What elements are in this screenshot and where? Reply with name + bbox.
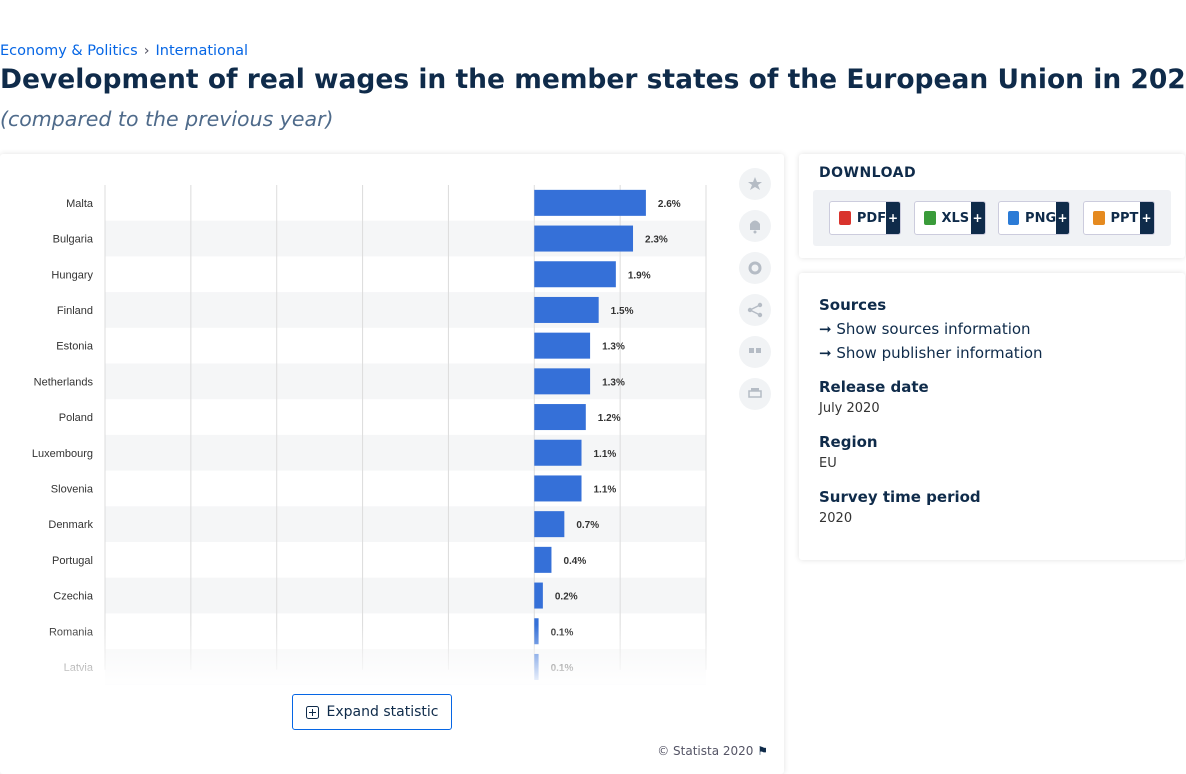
download-label: PPT — [1110, 210, 1139, 226]
download-plus: + — [970, 202, 985, 234]
download-button[interactable]: PNG + — [998, 201, 1070, 235]
category-label: Estonia — [56, 341, 94, 353]
download-plus: + — [1139, 202, 1154, 234]
value-label: 1.2% — [598, 413, 621, 424]
bar — [534, 225, 634, 252]
row-band — [105, 506, 706, 542]
settings-button[interactable] — [739, 252, 771, 284]
page-title: Development of real wages in the member … — [0, 64, 1186, 95]
value-label: 2.3% — [645, 235, 668, 246]
breadcrumb-separator: › — [143, 43, 150, 59]
value-label: 1.5% — [611, 306, 634, 317]
value-label: 0.4% — [563, 556, 586, 567]
category-label: Czechia — [53, 591, 94, 603]
publisher-link[interactable]: ➞ Show publisher information — [819, 344, 1043, 362]
tool-sidebar — [739, 168, 771, 410]
download-label: PDF — [856, 210, 887, 226]
info-value: 2020 — [819, 511, 853, 526]
value-label: 2.6% — [658, 199, 681, 210]
info-label: Survey time period — [819, 488, 981, 506]
copyright-text: © Statista 2020 — [657, 744, 754, 758]
bar — [534, 332, 591, 359]
bar — [534, 296, 599, 323]
fade-overlay — [0, 624, 720, 685]
category-label: Finland — [57, 305, 93, 317]
category-label: Denmark — [48, 519, 93, 531]
value-label: 0.2% — [555, 592, 578, 603]
download-label: XLS — [941, 210, 970, 226]
row-band — [105, 292, 706, 328]
favorite-button[interactable] — [739, 168, 771, 200]
download-button[interactable]: PDF + — [829, 201, 901, 235]
value-label: 0.7% — [576, 520, 599, 531]
category-label: Slovenia — [51, 483, 94, 495]
print-button[interactable] — [739, 378, 771, 410]
copyright: © Statista 2020 ⚑ — [657, 744, 768, 758]
cite-button[interactable] — [739, 336, 771, 368]
file-icon — [839, 211, 851, 225]
row-band — [105, 363, 706, 400]
download-label: PNG — [1025, 210, 1057, 226]
info-value: EU — [819, 456, 837, 471]
info-label: Release date — [819, 378, 929, 396]
subtitle: (compared to the previous year) — [0, 107, 334, 131]
category-label: Malta — [66, 198, 94, 210]
value-label: 1.3% — [602, 342, 625, 353]
bar — [534, 511, 565, 538]
bar — [534, 546, 552, 573]
breadcrumb: Economy & Politics › International — [0, 43, 248, 59]
bar — [534, 582, 543, 609]
value-label: 1.3% — [602, 377, 625, 388]
category-label: Poland — [59, 412, 93, 424]
value-label: 1.9% — [628, 270, 651, 281]
bar — [534, 439, 582, 466]
download-plus: + — [1056, 202, 1069, 234]
category-label: Netherlands — [34, 376, 94, 388]
link-text: Show sources information — [836, 320, 1031, 338]
value-label: 1.1% — [594, 484, 617, 495]
link-text: Show publisher information — [836, 344, 1043, 362]
file-icon — [1008, 211, 1020, 225]
download-button[interactable]: PPT + — [1082, 201, 1155, 235]
share-button[interactable] — [739, 294, 771, 326]
breadcrumb-link[interactable]: Economy & Politics — [0, 43, 138, 59]
download-plus: + — [886, 202, 900, 234]
expand-label: Expand statistic — [326, 704, 439, 720]
row-band — [105, 577, 706, 614]
value-label: 1.1% — [594, 449, 617, 460]
sources-link[interactable]: ➞ Show sources information — [819, 320, 1031, 338]
alert-button[interactable] — [739, 210, 771, 242]
category-label: Bulgaria — [53, 234, 94, 246]
info-value: July 2020 — [819, 401, 880, 416]
category-label: Hungary — [51, 269, 93, 281]
download-button[interactable]: XLS + — [913, 201, 986, 235]
bar — [534, 261, 616, 288]
file-icon — [1092, 211, 1105, 225]
row-band — [105, 434, 706, 471]
sources-heading: Sources — [819, 296, 887, 314]
info-label: Region — [819, 433, 878, 451]
bar — [534, 368, 591, 395]
bar — [534, 404, 586, 431]
bar — [534, 189, 646, 216]
category-label: Luxembourg — [32, 448, 93, 460]
file-icon — [923, 211, 936, 225]
expand-button[interactable]: Expand statistic — [292, 694, 452, 730]
chart: Malta 2.6% Bulgaria 2.3% Hungary 1.9% Finland 1… — [0, 168, 771, 685]
download-title: DOWNLOAD — [819, 165, 917, 181]
breadcrumb-link[interactable]: International — [155, 43, 249, 59]
expand-icon — [305, 705, 319, 719]
bar — [534, 475, 582, 502]
info-card — [799, 273, 1185, 560]
category-label: Portugal — [52, 555, 93, 567]
